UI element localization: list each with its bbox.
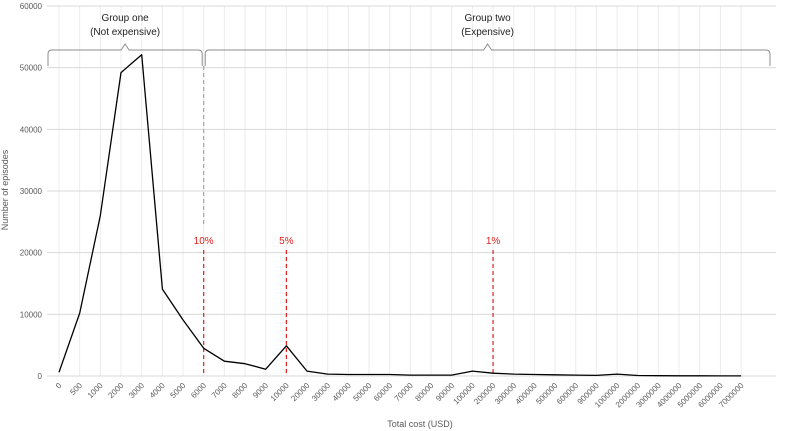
x-axis-ticks: 0 500 1000 2000 3000 4000 5000 6000 7000 8000 9000… xyxy=(54,381,746,410)
x-tick-label: 7000 xyxy=(210,381,229,400)
y-tick-label: 30000 xyxy=(20,187,43,196)
x-tick-label: 20000 xyxy=(289,381,311,403)
y-tick-label: 50000 xyxy=(20,64,43,73)
x-tick-label: 400000 xyxy=(514,381,540,407)
marker-label: 5% xyxy=(279,236,294,247)
x-tick-label: 10000 xyxy=(269,381,291,403)
series-line xyxy=(58,54,742,377)
x-tick-label: 200000 xyxy=(472,381,498,407)
x-tick-label: 30000 xyxy=(310,381,332,403)
percentile-markers: 10% 5% 1% xyxy=(194,236,501,376)
x-tick-label: 80000 xyxy=(413,381,435,403)
y-axis-ticks: 0 10000 20000 30000 40000 50000 60000 xyxy=(20,2,43,381)
y-tick-label: 10000 xyxy=(20,310,43,319)
gridlines xyxy=(47,5,776,377)
x-tick-label: 2000 xyxy=(106,381,125,400)
x-tick-label: 300000 xyxy=(493,381,519,407)
x-tick-label: 100000 xyxy=(452,381,478,407)
group-label-line2: (Expensive) xyxy=(461,27,514,38)
x-tick-label: 500000 xyxy=(534,381,560,407)
marker-label: 1% xyxy=(486,236,501,247)
group-label-line1: Group one xyxy=(101,13,149,24)
x-tick-label: 500 xyxy=(68,381,84,397)
group-label-line2: (Not expensive) xyxy=(90,27,160,38)
x-tick-label: 50000 xyxy=(351,381,373,403)
x-tick-label: 8000 xyxy=(230,381,249,400)
x-tick-label: 3000 xyxy=(127,381,146,400)
x-tick-label: 5000 xyxy=(168,381,187,400)
group-label-line1: Group two xyxy=(465,13,512,24)
y-tick-label: 0 xyxy=(38,372,43,381)
group-brackets: Group one (Not expensive) Group two (Expens… xyxy=(47,13,771,66)
y-axis-title: Number of episodes xyxy=(0,149,10,230)
x-tick-label: 0 xyxy=(54,381,64,391)
group-bracket xyxy=(47,43,203,66)
group-bracket xyxy=(204,43,771,66)
x-tick-label: 6000 xyxy=(189,381,208,400)
marker-label: 10% xyxy=(194,236,214,247)
x-tick-label: 1000 xyxy=(86,381,105,400)
y-tick-label: 40000 xyxy=(20,125,43,134)
y-tick-label: 20000 xyxy=(20,249,43,258)
y-tick-label: 60000 xyxy=(20,2,43,11)
x-tick-label: 70000 xyxy=(393,381,415,403)
series-layer xyxy=(58,54,742,377)
x-tick-label: 60000 xyxy=(372,381,394,403)
x-tick-label: 4000 xyxy=(148,381,167,400)
x-tick-label: 40000 xyxy=(331,381,353,403)
x-axis-title: Total cost (USD) xyxy=(387,419,453,429)
